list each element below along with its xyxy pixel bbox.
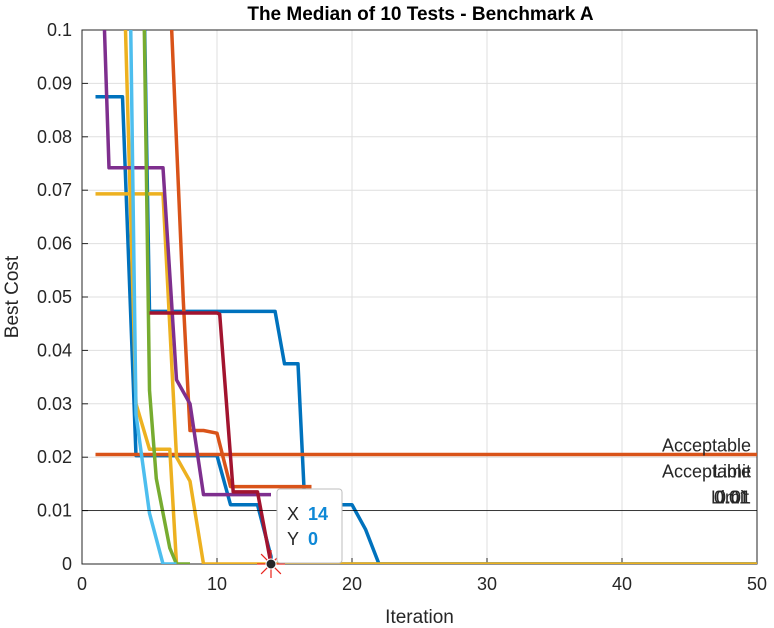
datatip-point — [265, 558, 277, 570]
acceptable-limit-label-2: Acceptable — [662, 462, 751, 482]
x-tick-label: 40 — [612, 574, 632, 594]
y-tick-label: 0.02 — [37, 447, 72, 467]
acceptable-limit-label-1: Acceptable — [662, 436, 751, 456]
acceptable-limit-label-3: Limit — [713, 462, 751, 482]
series-line-1 — [95, 95, 757, 564]
y-tick-label: 0.09 — [37, 73, 72, 93]
datatip-burst-ray — [260, 553, 269, 562]
x-tick-label: 50 — [747, 574, 767, 594]
datatip-box[interactable]: X 14 Y 0 — [276, 488, 343, 564]
series-layer — [95, 30, 757, 564]
datatip-x-key: X — [287, 504, 299, 524]
y-tick-labels: 0 0.01 0.02 0.03 0.04 0.05 0.06 0.07 0.08 0.09 0.1 — [37, 20, 72, 574]
series-line-7 — [102, 30, 271, 497]
y-tick-label: 0.03 — [37, 394, 72, 414]
series-line-2 — [142, 30, 757, 564]
series-line-5 — [95, 192, 757, 564]
datatip-x-value: 14 — [308, 504, 328, 524]
x-axis-label: Iteration — [385, 607, 454, 628]
series-line-4 — [169, 30, 312, 489]
datatip-background — [276, 488, 343, 564]
acceptable-limit-label-5: 0.01 — [716, 488, 751, 508]
acceptable-limit-label-6: 0.01 — [714, 488, 749, 508]
y-tick-label: 0 — [62, 554, 72, 574]
x-tick-label: 10 — [207, 574, 227, 594]
y-tick-label: 0.05 — [37, 287, 72, 307]
x-tick-label: 20 — [342, 574, 362, 594]
x-tick-labels: 0 10 20 30 40 50 — [77, 574, 767, 594]
y-tick-label: 0.06 — [37, 234, 72, 254]
x-tick-label: 0 — [77, 574, 87, 594]
datatip-y-key: Y — [287, 529, 299, 549]
y-tick-label: 0.04 — [37, 340, 72, 360]
series-line-9 — [129, 30, 177, 564]
y-tick-label: 0.1 — [47, 20, 72, 40]
series-line-10 — [149, 311, 273, 564]
y-tick-label: 0.08 — [37, 127, 72, 147]
y-tick-label: 0.07 — [37, 180, 72, 200]
y-tick-label: 0.01 — [37, 501, 72, 521]
chart-title: The Median of 10 Tests - Benchmark A — [247, 4, 594, 25]
series-line-8 — [142, 30, 190, 564]
x-tick-label: 30 — [477, 574, 497, 594]
datatip-burst-ray — [260, 566, 269, 575]
acceptable-limit-label-4: Limit — [711, 488, 749, 508]
datatip-burst-ray — [273, 566, 282, 575]
y-axis-label: Best Cost — [2, 255, 23, 338]
datatip-y-value: 0 — [308, 529, 318, 549]
